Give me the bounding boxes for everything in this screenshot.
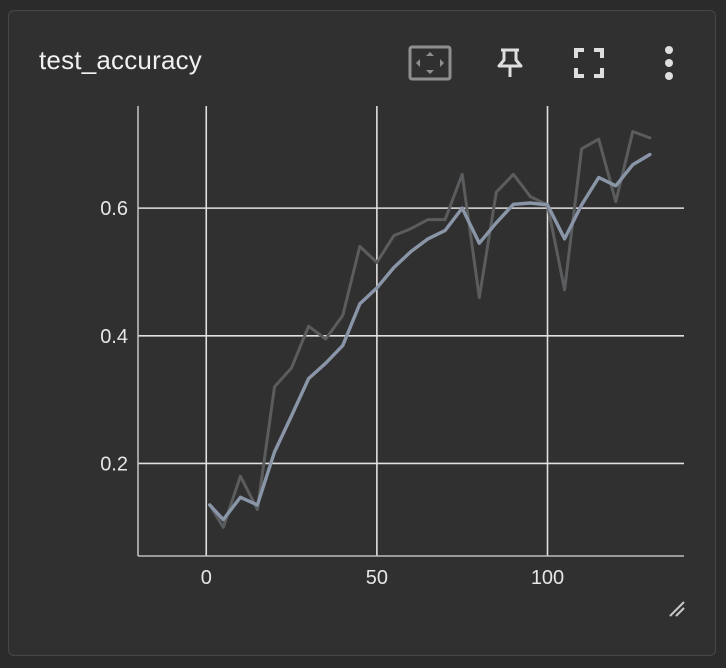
more-options-button[interactable] (645, 43, 693, 83)
card-title: test_accuracy (39, 45, 203, 75)
x-tick-label: 0 (201, 567, 212, 589)
series-line-smoothed (207, 152, 652, 522)
pin-icon (497, 48, 523, 77)
y-tick-label: 0.2 (100, 453, 128, 475)
y-tick-label: 0.6 (100, 198, 128, 220)
fullscreen-icon (574, 48, 604, 78)
more-vert-icon (665, 46, 673, 80)
chart-card: test_accuracy (8, 10, 716, 656)
y-tick-label: 0.4 (100, 326, 128, 348)
pin-button[interactable] (486, 43, 534, 83)
fullscreen-button[interactable] (565, 43, 613, 83)
fit-domain-button[interactable] (406, 43, 454, 83)
x-tick-label: 100 (531, 567, 564, 589)
series-line-raw (208, 130, 652, 529)
x-tick-label: 50 (366, 567, 388, 589)
resize-handle-icon[interactable] (668, 600, 686, 618)
fit-domain-icon (408, 45, 452, 81)
